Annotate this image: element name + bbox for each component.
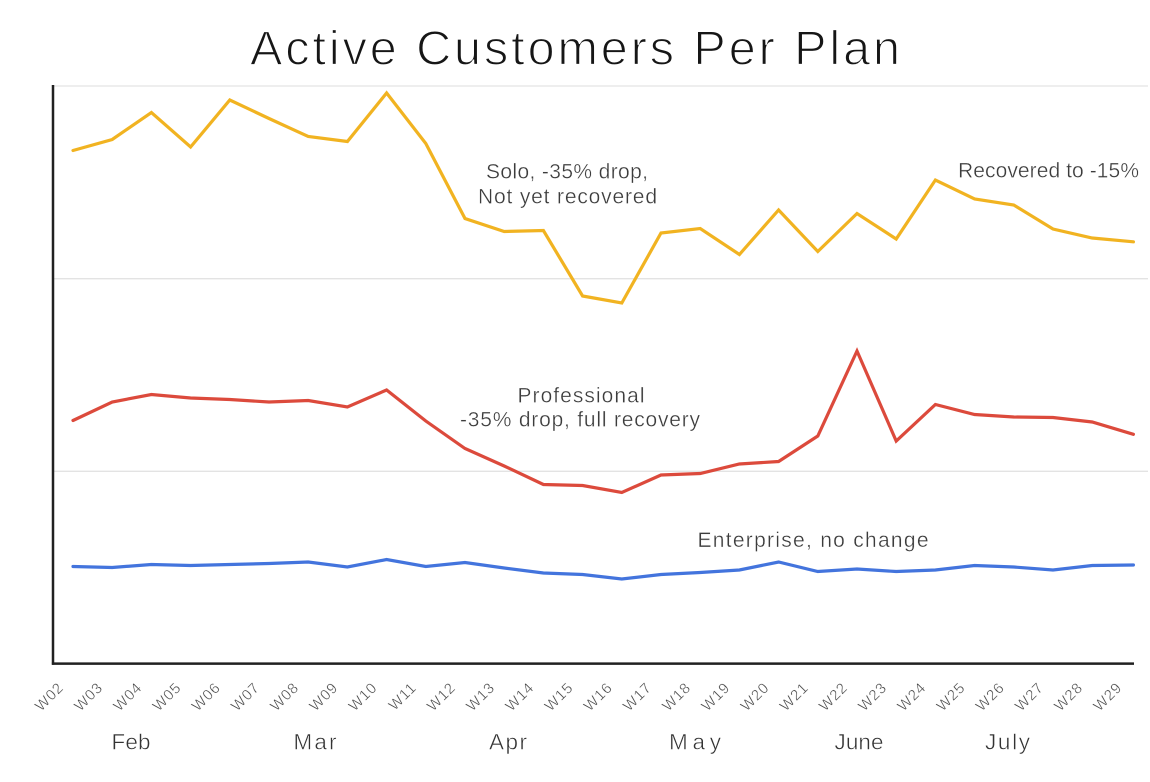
svg-text:Apr: Apr (489, 730, 528, 755)
svg-text:Feb: Feb (112, 730, 151, 755)
svg-text:July: July (985, 730, 1031, 755)
svg-text:Recovered to -15%: Recovered to -15% (958, 160, 1139, 183)
svg-text:Professional: Professional (518, 385, 645, 408)
svg-text:Solo, -35% drop,: Solo, -35% drop, (486, 161, 648, 184)
svg-text:Mar: Mar (294, 730, 338, 755)
svg-text:Enterprise, no change: Enterprise, no change (698, 529, 929, 552)
svg-text:Not yet recovered: Not yet recovered (478, 186, 657, 209)
svg-text:June: June (835, 730, 884, 755)
svg-text:May: May (669, 730, 722, 755)
svg-text:-35% drop, full recovery: -35% drop, full recovery (460, 409, 701, 432)
svg-text:Active Customers Per Plan: Active Customers Per Plan (250, 22, 900, 76)
